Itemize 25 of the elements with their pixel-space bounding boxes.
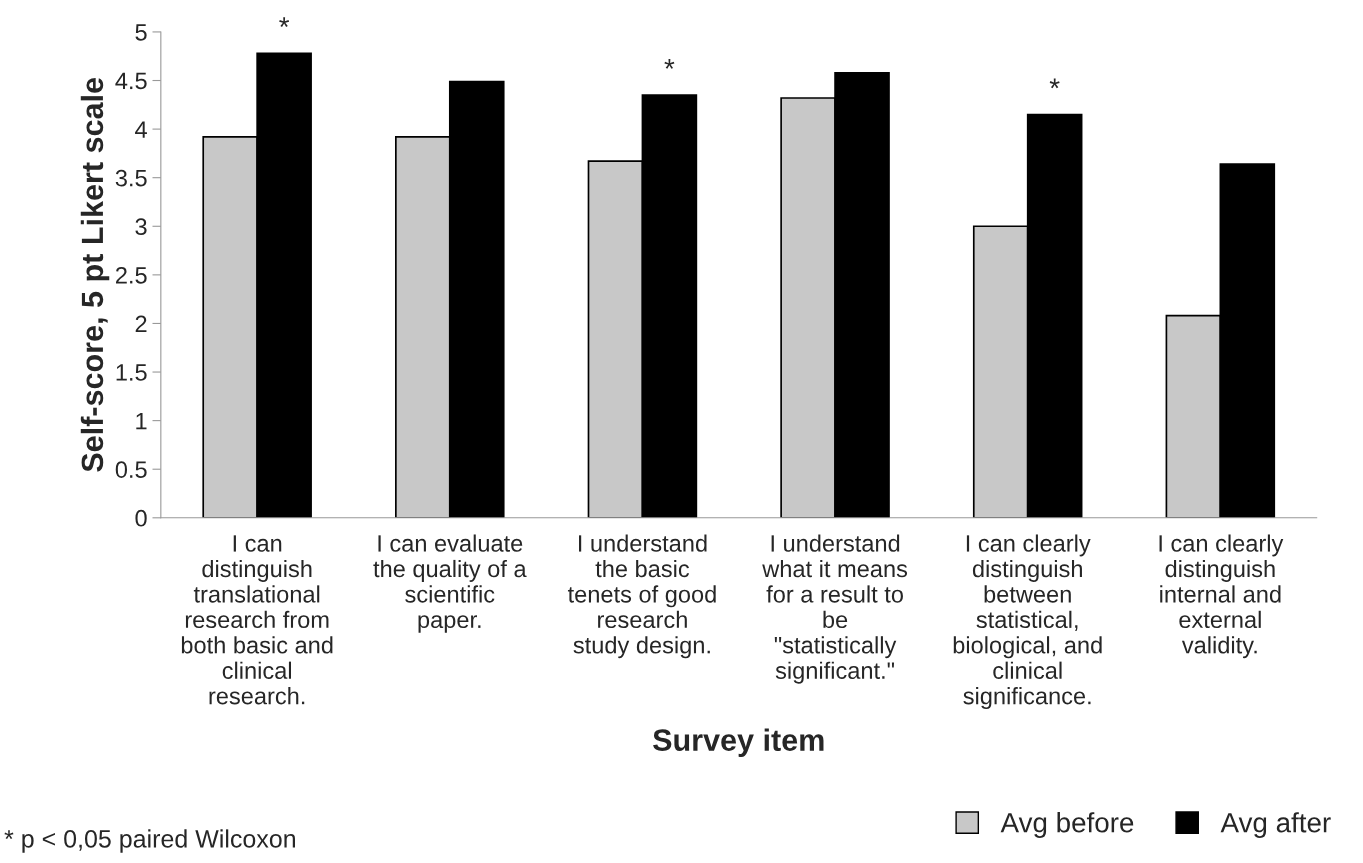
annotation: * (664, 59, 675, 69)
x-tick-label: I can clearly distinguish between statistical, biological, and clinical significance. (953, 534, 1102, 710)
text: * p < 0,05 paired Wilcoxon (4, 829, 295, 853)
x-tick-label: I understand the basic tenets of good research study design. (567, 534, 716, 659)
x-tick-label: I can clearly distinguish internal and external validity. (1159, 534, 1284, 659)
y-axis-title: Self-score, 5 pt Likert scale (80, 78, 110, 472)
x-axis-title: Survey item (653, 728, 824, 757)
legend-label: Avg after (1220, 812, 1331, 838)
y-tick-label: 0 (135, 509, 147, 527)
y-tick-label: 3 (135, 218, 147, 236)
y-tick-label: 4 (135, 121, 147, 138)
y-tick-label: 5 (135, 24, 147, 41)
y-tick-label: 0.5 (115, 461, 147, 478)
y-tick-label: 1.5 (116, 364, 147, 381)
x-tick-label: I can evaluate the quality of a scientific paper. (373, 534, 527, 633)
y-tick-label: 2 (135, 315, 147, 333)
annotation: * (1049, 78, 1060, 89)
x-tick-label: I understand what it means for a result to be "statistically significant." (762, 534, 908, 684)
y-tick-label: 4.5 (115, 72, 147, 90)
y-tick-label: 1 (136, 412, 147, 430)
x-tick-label: I can distinguish translational research from both basic and clinical research. (181, 535, 333, 705)
legend-label: Avg before (1000, 812, 1134, 838)
y-tick-label: 3.5 (115, 169, 147, 187)
annotation: * (279, 17, 290, 28)
y-tick-label: 2.5 (116, 266, 147, 284)
